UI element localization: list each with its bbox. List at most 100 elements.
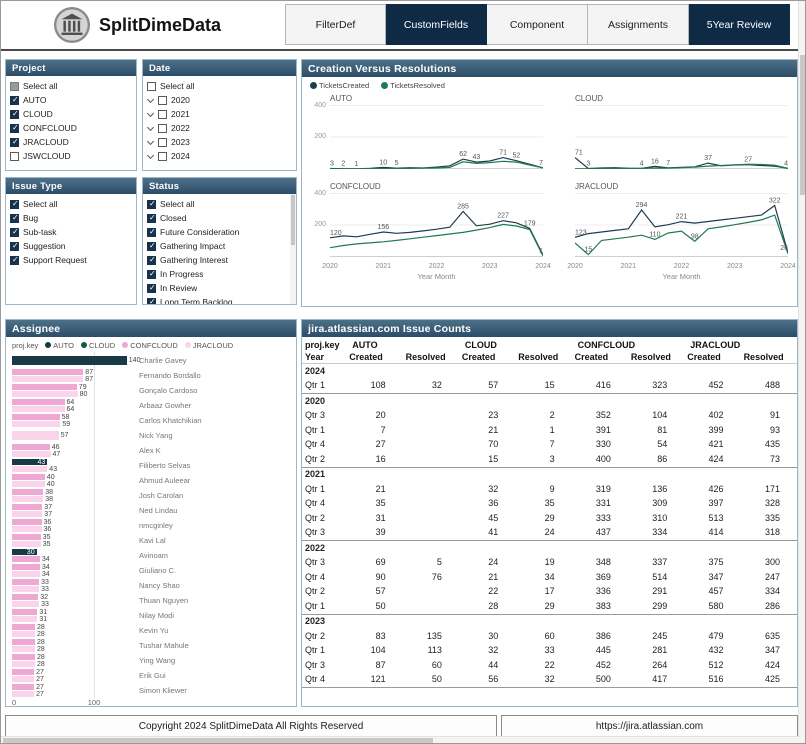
checkbox-checked[interactable] xyxy=(10,227,19,237)
bar[interactable] xyxy=(12,431,59,440)
quarter-row[interactable]: Qtr 1 104 113 32 33 445 281 432 347 xyxy=(302,644,797,659)
assignee-row[interactable]: 36 36 nmcginley xyxy=(6,518,296,533)
bar[interactable] xyxy=(12,669,35,675)
bar[interactable] xyxy=(12,444,50,450)
assignee-row[interactable]: 58 59 Carlos Khatchikian xyxy=(6,413,296,428)
bar[interactable] xyxy=(12,474,45,480)
bar[interactable] xyxy=(12,391,78,397)
bar[interactable] xyxy=(12,541,41,547)
checkbox-unchecked[interactable] xyxy=(158,137,167,147)
quarter-row[interactable]: Qtr 3 87 60 44 22 452 264 512 424 xyxy=(302,658,797,673)
scrollbar-thumb[interactable] xyxy=(291,195,295,245)
checkbox-unchecked[interactable] xyxy=(158,95,167,105)
filter-option-support-request[interactable]: Support Request xyxy=(10,253,134,267)
year-group-row-2024[interactable]: 2024 xyxy=(302,363,797,379)
bar[interactable] xyxy=(12,519,42,525)
checkbox-checked[interactable] xyxy=(147,283,156,293)
checkbox-checked[interactable] xyxy=(10,255,19,265)
checkbox-checked[interactable] xyxy=(10,95,19,105)
bar[interactable] xyxy=(12,376,84,382)
facet-plot[interactable]: 3 2 1 10 5 62 43 71 52 7 xyxy=(329,105,544,174)
quarter-row[interactable]: Qtr 4 35 36 35 331 309 397 328 xyxy=(302,497,797,512)
bar[interactable] xyxy=(12,579,40,585)
year-group-row-2021[interactable]: 2021 xyxy=(302,466,797,482)
filter-option-in-review[interactable]: In Review xyxy=(147,281,294,295)
filter-option-gathering-interest[interactable]: Gathering Interest xyxy=(147,253,294,267)
scrollbar-thumb[interactable] xyxy=(800,55,805,195)
assignee-row[interactable]: 37 37 Ned Lindau xyxy=(6,503,296,518)
bar[interactable] xyxy=(12,654,35,660)
filter-option-sub-task[interactable]: Sub-task xyxy=(10,225,134,239)
tab-5year-review[interactable]: 5Year Review xyxy=(689,4,790,45)
bar[interactable] xyxy=(12,691,35,697)
checkbox-unchecked[interactable] xyxy=(158,123,167,133)
assignee-row[interactable]: 79 80 Gonçalo Cardoso xyxy=(6,383,296,398)
checkbox-checked[interactable] xyxy=(10,199,19,209)
filter-option-2023[interactable]: 2023 xyxy=(146,135,294,149)
filter-option-bug[interactable]: Bug xyxy=(10,211,134,225)
checkbox-unchecked[interactable] xyxy=(147,81,156,91)
tab-component[interactable]: Component xyxy=(487,4,588,45)
filter-option-suggestion[interactable]: Suggestion xyxy=(10,239,134,253)
assignee-row[interactable]: 28 28 Tushar Mahule xyxy=(6,638,296,653)
assignee-row[interactable]: 35 35 Kavi Lal xyxy=(6,533,296,548)
checkbox-checked[interactable] xyxy=(10,123,19,133)
filter-option-jswcloud[interactable]: JSWCLOUD xyxy=(10,149,134,163)
bar[interactable] xyxy=(12,586,40,592)
assignee-row[interactable]: 30 34 Avinoam xyxy=(6,548,296,563)
checkbox-checked[interactable] xyxy=(147,213,156,223)
checkbox-unchecked[interactable] xyxy=(158,109,167,119)
bar[interactable] xyxy=(12,661,35,667)
vertical-scrollbar[interactable] xyxy=(798,1,805,743)
bar[interactable] xyxy=(12,631,35,637)
year-group-row-2022[interactable]: 2022 xyxy=(302,540,797,556)
bar[interactable] xyxy=(12,511,43,517)
filter-option-select-all[interactable]: Select all xyxy=(10,79,134,93)
bar[interactable] xyxy=(12,406,65,412)
assignee-row[interactable]: 38 38 Josh Carolan xyxy=(6,488,296,503)
filter-option-2021[interactable]: 2021 xyxy=(146,107,294,121)
tab-assignments[interactable]: Assignments xyxy=(588,4,689,45)
chevron-down-icon[interactable] xyxy=(146,123,155,131)
assignee-row[interactable]: 33 33 Nancy Shao xyxy=(6,578,296,593)
filter-option-2024[interactable]: 2024 xyxy=(146,149,294,163)
bar[interactable] xyxy=(12,414,60,420)
footer-url-link[interactable]: https://jira.atlassian.com xyxy=(501,715,798,737)
filter-option-confcloud[interactable]: CONFCLOUD xyxy=(10,121,134,135)
filter-option-gathering-impact[interactable]: Gathering Impact xyxy=(147,239,294,253)
bar[interactable] xyxy=(12,481,45,487)
filter-option-auto[interactable]: AUTO xyxy=(10,93,134,107)
bar[interactable] xyxy=(12,556,40,562)
filter-option-2020[interactable]: 2020 xyxy=(146,93,294,107)
filter-option-select-all[interactable]: Select all xyxy=(10,197,134,211)
checkbox-checked[interactable] xyxy=(147,241,156,251)
chevron-down-icon[interactable] xyxy=(146,151,155,159)
checkbox-checked[interactable] xyxy=(10,241,19,251)
bar[interactable] xyxy=(12,624,35,630)
bar[interactable] xyxy=(12,564,40,570)
year-group-row-2023[interactable]: 2023 xyxy=(302,613,797,629)
bar[interactable] xyxy=(12,496,44,502)
assignee-row[interactable]: 28 28 Kevin Yu xyxy=(6,623,296,638)
bar[interactable] xyxy=(12,466,48,472)
quarter-row[interactable]: Qtr 4 27 70 7 330 54 421 435 xyxy=(302,438,797,453)
quarter-row[interactable]: Qtr 3 39 41 24 437 334 414 318 xyxy=(302,526,797,541)
bar[interactable] xyxy=(12,571,40,577)
assignee-row[interactable]: 28 28 Ying Wang xyxy=(6,653,296,668)
checkbox-indeterminate[interactable] xyxy=(10,81,19,91)
assignee-row[interactable]: 34 34 Giuliano C. xyxy=(6,563,296,578)
scrollbar-thumb[interactable] xyxy=(3,738,433,743)
bar[interactable] xyxy=(12,594,39,600)
year-group-row-2020[interactable]: 2020 xyxy=(302,393,797,409)
horizontal-scrollbar[interactable] xyxy=(1,736,800,743)
assignee-row[interactable]: 43 43 Filiberto Selvas xyxy=(6,458,296,473)
quarter-row[interactable]: Qtr 2 57 22 17 336 291 457 334 xyxy=(302,585,797,600)
bar[interactable]: 43 xyxy=(12,459,48,466)
filter-option-closed[interactable]: Closed xyxy=(147,211,294,225)
bar[interactable] xyxy=(12,369,84,375)
bar[interactable]: 30 xyxy=(12,549,37,556)
bar[interactable] xyxy=(12,421,61,427)
assignee-row[interactable]: 31 31 Nilay Modi xyxy=(6,608,296,623)
bar[interactable] xyxy=(12,356,127,365)
filter-option-select-all[interactable]: Select all xyxy=(147,79,294,93)
